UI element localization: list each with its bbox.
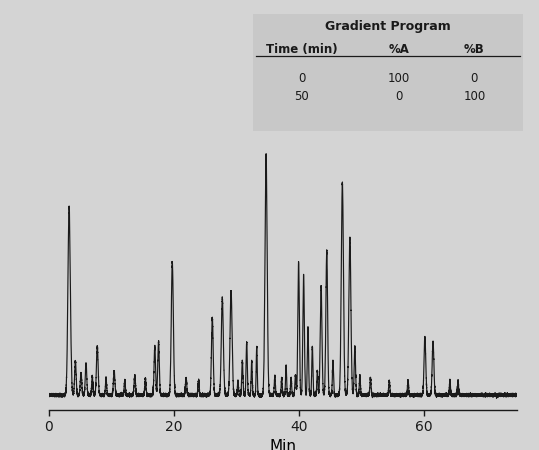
Text: Time (min): Time (min) bbox=[266, 43, 337, 56]
Text: Gradient Program: Gradient Program bbox=[325, 20, 451, 33]
Text: %B: %B bbox=[464, 43, 485, 56]
Text: %A: %A bbox=[389, 43, 409, 56]
Text: 50: 50 bbox=[294, 90, 309, 103]
Text: 100: 100 bbox=[463, 90, 486, 103]
Text: 100: 100 bbox=[388, 72, 410, 85]
Text: 0: 0 bbox=[395, 90, 403, 103]
Text: 0: 0 bbox=[298, 72, 306, 85]
Text: 0: 0 bbox=[471, 72, 478, 85]
X-axis label: Min: Min bbox=[270, 440, 296, 450]
